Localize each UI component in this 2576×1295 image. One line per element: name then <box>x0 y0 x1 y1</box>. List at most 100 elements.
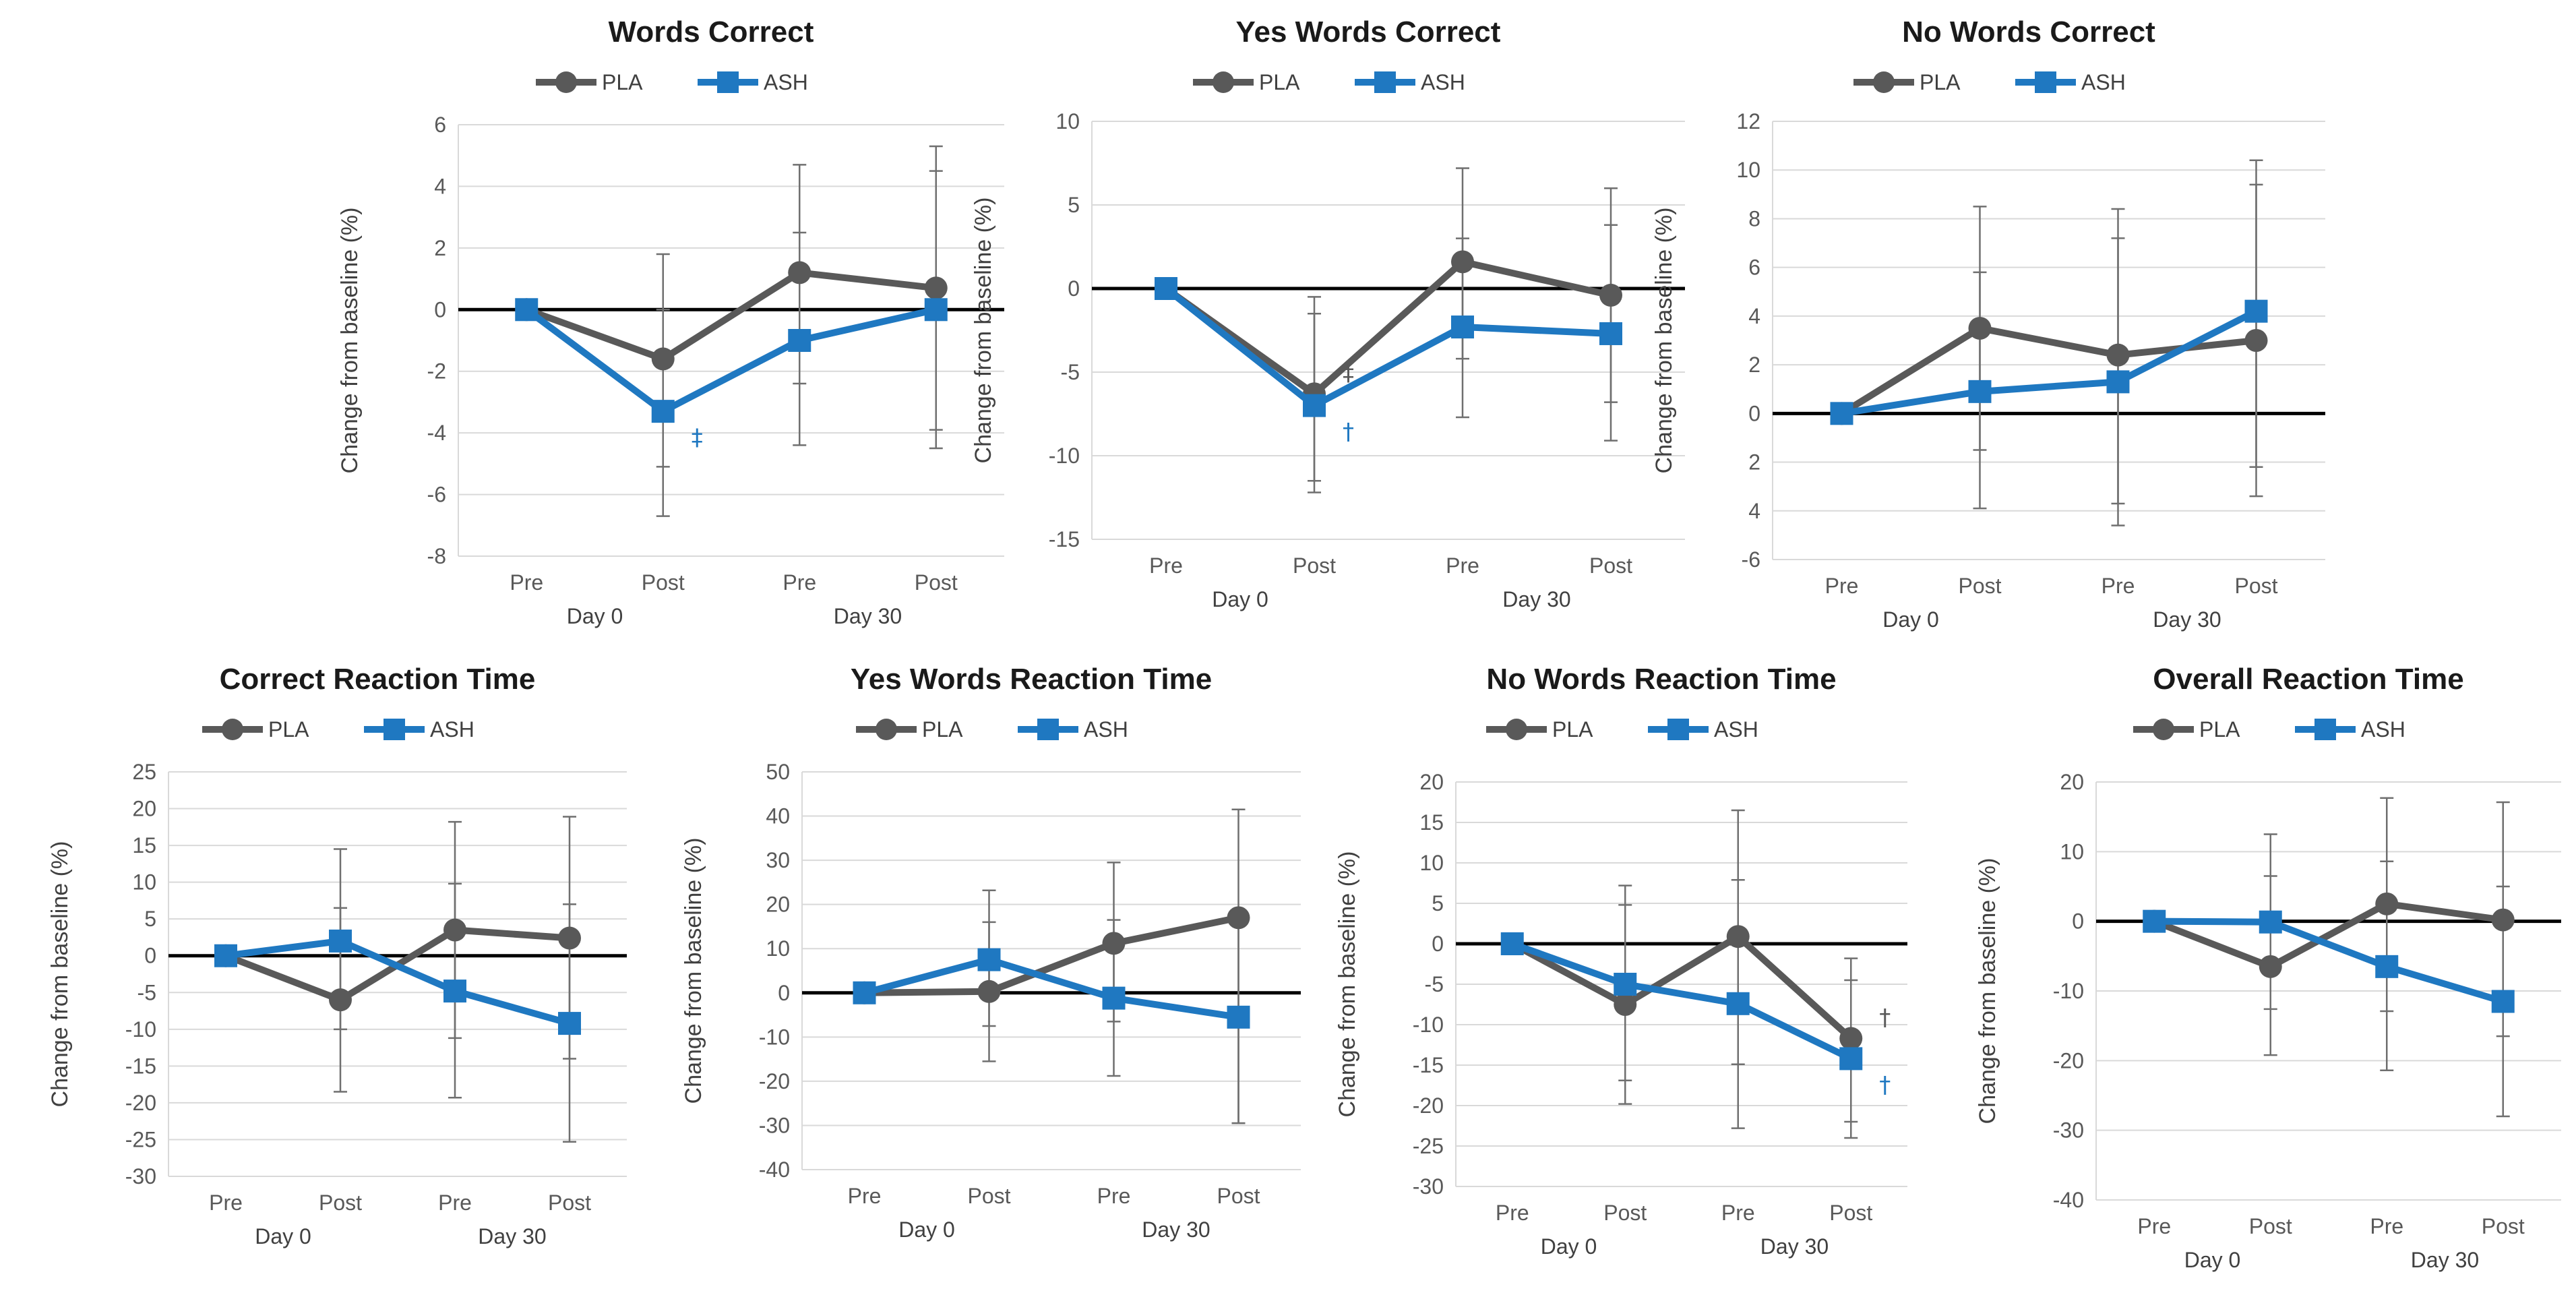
series-line-pla <box>2153 900 2504 970</box>
y-tick-label: 20 <box>2060 770 2084 794</box>
x-group-label: Day 30 <box>1760 1234 1829 1259</box>
data-point-pla <box>1102 932 1126 955</box>
series-line-pla <box>1510 933 1853 1042</box>
y-tick-label: 15 <box>1419 810 1444 835</box>
chart-title: No Words Correct <box>1902 16 2155 49</box>
x-tick-label: Post <box>1603 1201 1647 1225</box>
data-point-pla <box>1599 283 1622 307</box>
y-tick-label: 10 <box>1419 851 1444 875</box>
legend-label-pla: PLA <box>1259 70 1300 94</box>
x-group-label: Day 30 <box>478 1224 546 1248</box>
y-tick-label: -30 <box>1413 1174 1444 1199</box>
y-tick-label: 0 <box>144 944 156 968</box>
y-tick-label: 10 <box>2060 839 2084 864</box>
y-tick-label: 15 <box>132 833 156 857</box>
y-tick-label: 6 <box>434 113 446 137</box>
x-tick-label: Pre <box>783 570 816 595</box>
legend-marker-ash <box>2314 719 2336 740</box>
chart-svg: Yes Words Reaction Time PLA ASH 50 40 30 20 10 0… <box>681 663 1301 1242</box>
x-tick-label: Pre <box>438 1191 472 1215</box>
x-group-label: Day 0 <box>1541 1234 1597 1259</box>
x-tick-label: Post <box>1293 553 1336 578</box>
x-tick-label: Post <box>2234 574 2277 598</box>
series-line-ash <box>863 956 1239 1021</box>
chart-title: Yes Words Correct <box>1236 16 1501 49</box>
series-line-pla <box>525 269 937 363</box>
y-tick-label: -8 <box>427 544 446 568</box>
y-tick-label: 0 <box>2072 909 2084 934</box>
y-tick-label: 50 <box>766 760 790 784</box>
y-tick-label: 10 <box>132 870 156 895</box>
data-point-ash <box>515 298 539 322</box>
chart-yes-words-correct: Yes Words Correct PLA ASH 10 5 0 -5 -10 -15 Chang… <box>930 0 1725 640</box>
data-point-ash <box>2375 955 2399 978</box>
y-axis-label: Change from baseline (%) <box>971 198 996 464</box>
series-line-ash <box>1163 286 1612 409</box>
data-point-pla <box>1839 1027 1863 1050</box>
x-tick-label: Pre <box>1496 1201 1529 1225</box>
x-tick-label: Post <box>2482 1214 2525 1238</box>
y-axis-label: Change from baseline (%) <box>1651 208 1677 474</box>
y-tick-label: -20 <box>2053 1048 2084 1073</box>
data-point-pla <box>2244 329 2268 352</box>
data-point-pla <box>2491 908 2515 932</box>
x-tick-label: Post <box>2249 1214 2292 1238</box>
data-point-ash <box>1614 973 1637 996</box>
data-point-pla <box>1227 906 1250 930</box>
chart-title: Correct Reaction Time <box>220 663 536 696</box>
x-group-label: Day 0 <box>2184 1248 2241 1272</box>
chart-yes-words-reaction-time: Yes Words Reaction Time PLA ASH 50 40 30 20 10 0… <box>640 647 1308 1242</box>
chart-svg: Overall Reaction Time PLA ASH 20 10 0 -10 -20 -3… <box>1975 663 2561 1272</box>
data-point-ash <box>651 400 675 423</box>
data-point-pla <box>1968 316 1992 340</box>
legend-label-pla: PLA <box>2199 717 2240 742</box>
x-tick-label: Pre <box>2370 1214 2403 1238</box>
legend-label-pla: PLA <box>602 70 643 94</box>
chart-svg: Words Correct PLA ASH 6 4 2 0 -2 -4 -6 -8 Change fr… <box>337 16 1004 628</box>
legend-label-ash: ASH <box>2361 717 2405 742</box>
y-tick-label: -10 <box>125 1017 156 1042</box>
legend-marker-ash <box>717 71 739 93</box>
x-tick-label: Pre <box>1097 1184 1131 1208</box>
legend-marker-ash <box>1374 71 1396 93</box>
legend-label-ash: ASH <box>430 717 474 742</box>
x-group-label: Day 0 <box>1212 587 1268 611</box>
data-point-pla <box>443 918 466 942</box>
data-point-pla <box>329 988 352 1012</box>
chart-svg: No Words Correct PLA ASH 12 10 8 6 4 2 0 2 4 -6 Chang… <box>1651 16 2325 632</box>
y-tick-label: -10 <box>759 1025 790 1049</box>
data-point-ash <box>1968 380 1992 403</box>
legend-label-ash: ASH <box>1714 717 1758 742</box>
significance-marker: † <box>1343 419 1354 446</box>
data-point-pla <box>1726 925 1750 948</box>
legend-label-ash: ASH <box>1421 70 1465 94</box>
y-tick-label: -30 <box>125 1164 156 1188</box>
significance-marker: † <box>1879 1071 1891 1098</box>
y-axis-label: Change from baseline (%) <box>1335 851 1360 1118</box>
chart-svg: No Words Reaction Time PLA ASH 20 15 10 5 0 -5 -1… <box>1335 663 1907 1259</box>
data-point-ash <box>1599 322 1622 345</box>
y-axis-label: Change from baseline (%) <box>337 208 363 474</box>
y-tick-label: 10 <box>1055 109 1080 133</box>
y-tick-label: 2 <box>1748 450 1760 475</box>
data-point-ash <box>977 948 1001 971</box>
data-point-ash <box>853 981 876 1004</box>
data-point-ash <box>1451 315 1474 339</box>
y-tick-label: -10 <box>2053 979 2084 1003</box>
series-line-pla <box>864 914 1239 996</box>
y-tick-label: -20 <box>759 1069 790 1093</box>
data-point-ash <box>558 1012 581 1035</box>
y-tick-label: -5 <box>1425 972 1444 996</box>
x-group-label: Day 0 <box>1882 607 1939 632</box>
series-line-ash <box>524 306 937 415</box>
data-point-ash <box>924 298 948 322</box>
series-line-ash <box>1841 308 2258 417</box>
y-tick-label: -15 <box>1413 1053 1444 1077</box>
x-group-label: Day 30 <box>1502 587 1570 611</box>
chart-svg: Yes Words Correct PLA ASH 10 5 0 -5 -10 -15 Chang… <box>971 16 1685 611</box>
legend-label-pla: PLA <box>1920 70 1961 94</box>
data-point-ash <box>329 929 352 953</box>
data-point-ash <box>214 944 237 967</box>
data-point-ash <box>1726 992 1750 1015</box>
y-tick-label: -5 <box>1061 360 1080 384</box>
